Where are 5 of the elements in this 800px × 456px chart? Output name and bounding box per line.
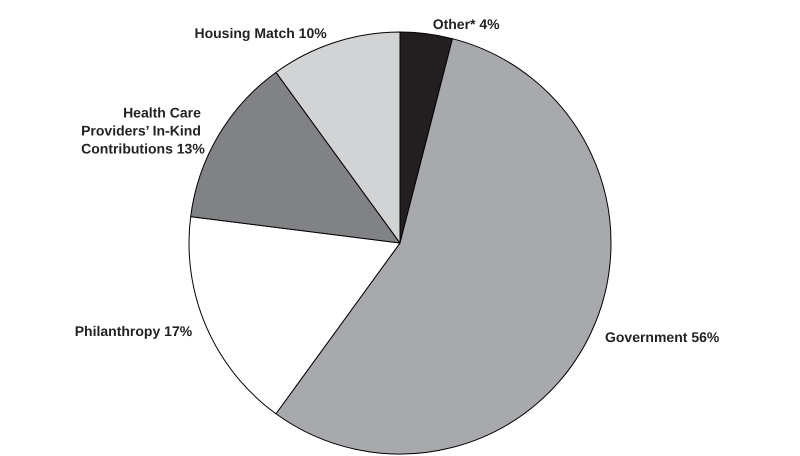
slice-label: Health Care Providers’ In-Kind Contributions 13%	[81, 104, 206, 157]
slice-label: Philanthropy 17%	[74, 322, 193, 339]
slice-label: Housing Match 10%	[194, 24, 328, 41]
slice-label: Other* 4%	[432, 16, 500, 32]
slice-label: Government 56%	[604, 329, 720, 346]
